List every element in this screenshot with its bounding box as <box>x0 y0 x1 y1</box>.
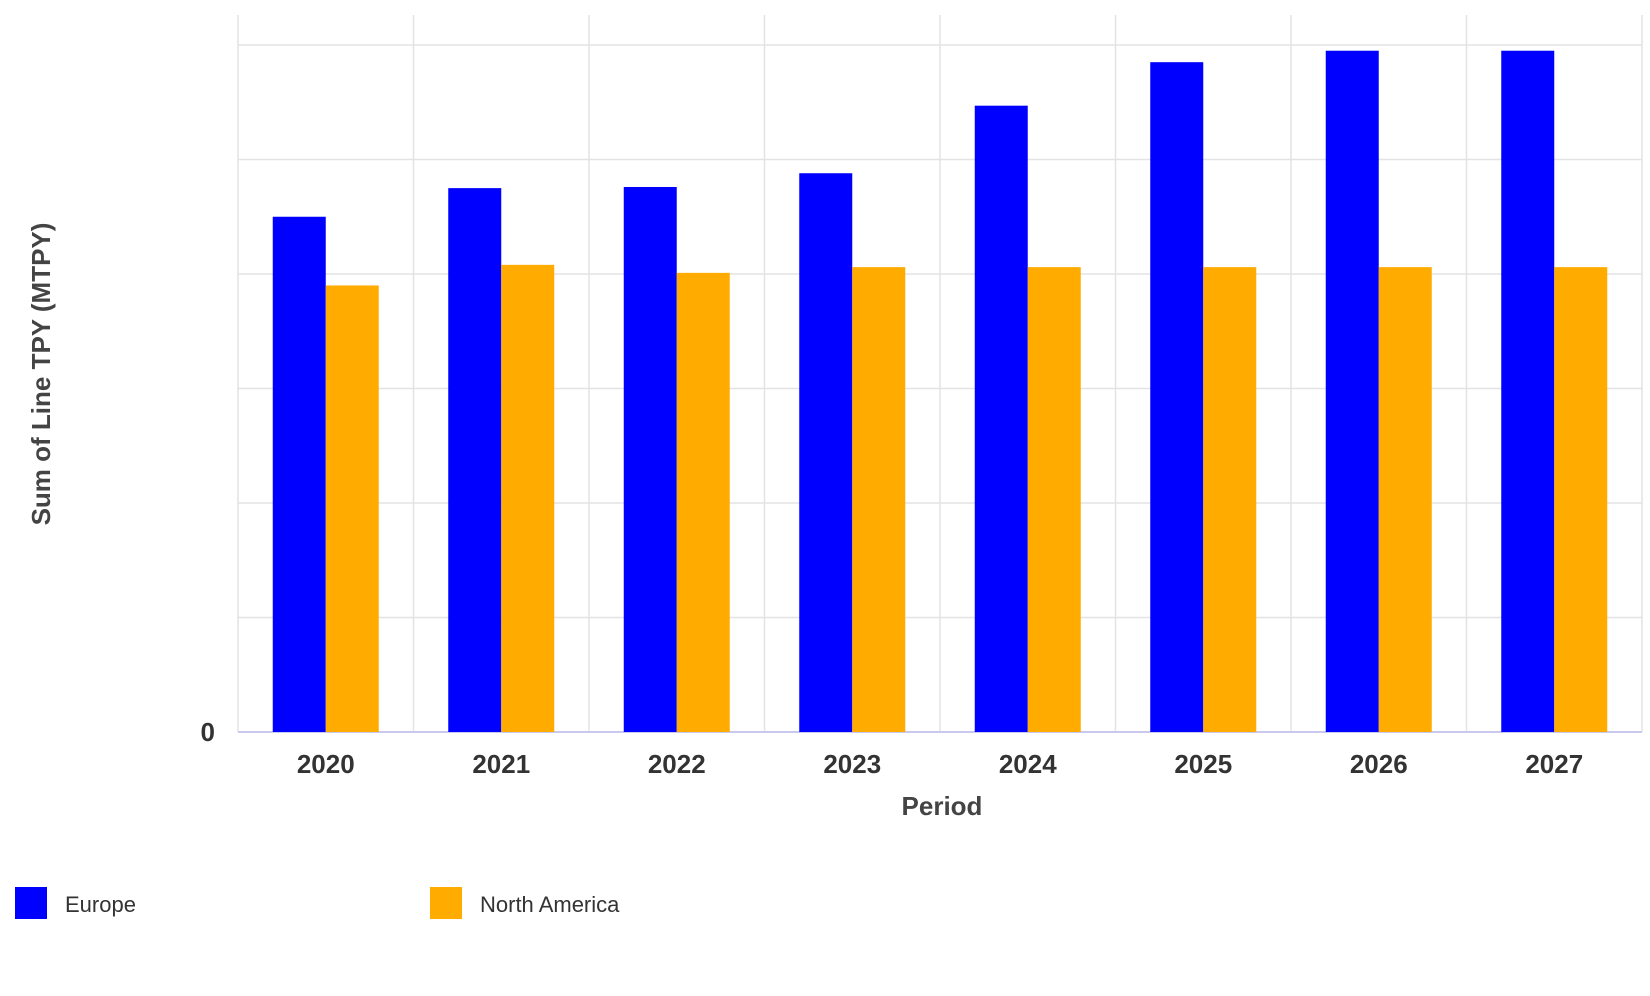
bar-europe-2025[interactable] <box>1150 62 1204 733</box>
legend-swatch-europe <box>15 887 47 919</box>
legend-item-europe[interactable]: Europe <box>15 887 136 919</box>
x-tick-label-2020: 2020 <box>297 749 355 779</box>
y-axis-title: Sum of Line TPY (MTPY) <box>26 223 56 526</box>
legend: Europe North America <box>15 887 620 919</box>
bar-north-america-2020[interactable] <box>325 285 379 732</box>
bar-europe-2023[interactable] <box>799 173 853 733</box>
bar-europe-2022[interactable] <box>623 186 677 733</box>
bar-north-america-2024[interactable] <box>1027 267 1081 732</box>
legend-label-north-america: North America <box>480 892 620 917</box>
x-tick-label-2021: 2021 <box>472 749 530 779</box>
bar-europe-2024[interactable] <box>974 105 1028 732</box>
legend-label-europe: Europe <box>65 892 136 917</box>
bar-europe-2027[interactable] <box>1501 50 1555 733</box>
legend-item-north-america[interactable]: North America <box>430 887 620 919</box>
bar-north-america-2023[interactable] <box>852 267 906 732</box>
bars <box>272 50 1608 733</box>
axes: 0 2020 2021 2022 2023 2024 2025 2026 2027 Perio… <box>26 223 1583 821</box>
bar-europe-2026[interactable] <box>1325 50 1379 733</box>
x-tick-label-2026: 2026 <box>1350 749 1408 779</box>
x-tick-label-2025: 2025 <box>1174 749 1232 779</box>
x-axis-title: Period <box>902 791 983 821</box>
y-tick-label-zero: 0 <box>201 717 215 747</box>
x-tick-labels: 2020 2021 2022 2023 2024 2025 2026 2027 <box>297 749 1583 779</box>
bar-europe-2021[interactable] <box>448 188 502 732</box>
bar-north-america-2025[interactable] <box>1203 267 1257 732</box>
bar-north-america-2021[interactable] <box>501 264 555 732</box>
bar-europe-2020[interactable] <box>272 216 326 732</box>
x-tick-label-2024: 2024 <box>999 749 1057 779</box>
legend-swatch-north-america <box>430 887 462 919</box>
bar-north-america-2026[interactable] <box>1378 267 1432 732</box>
bar-north-america-2027[interactable] <box>1554 267 1608 732</box>
x-tick-label-2023: 2023 <box>823 749 881 779</box>
x-tick-label-2022: 2022 <box>648 749 706 779</box>
bar-north-america-2022[interactable] <box>676 272 730 732</box>
x-tick-label-2027: 2027 <box>1525 749 1583 779</box>
